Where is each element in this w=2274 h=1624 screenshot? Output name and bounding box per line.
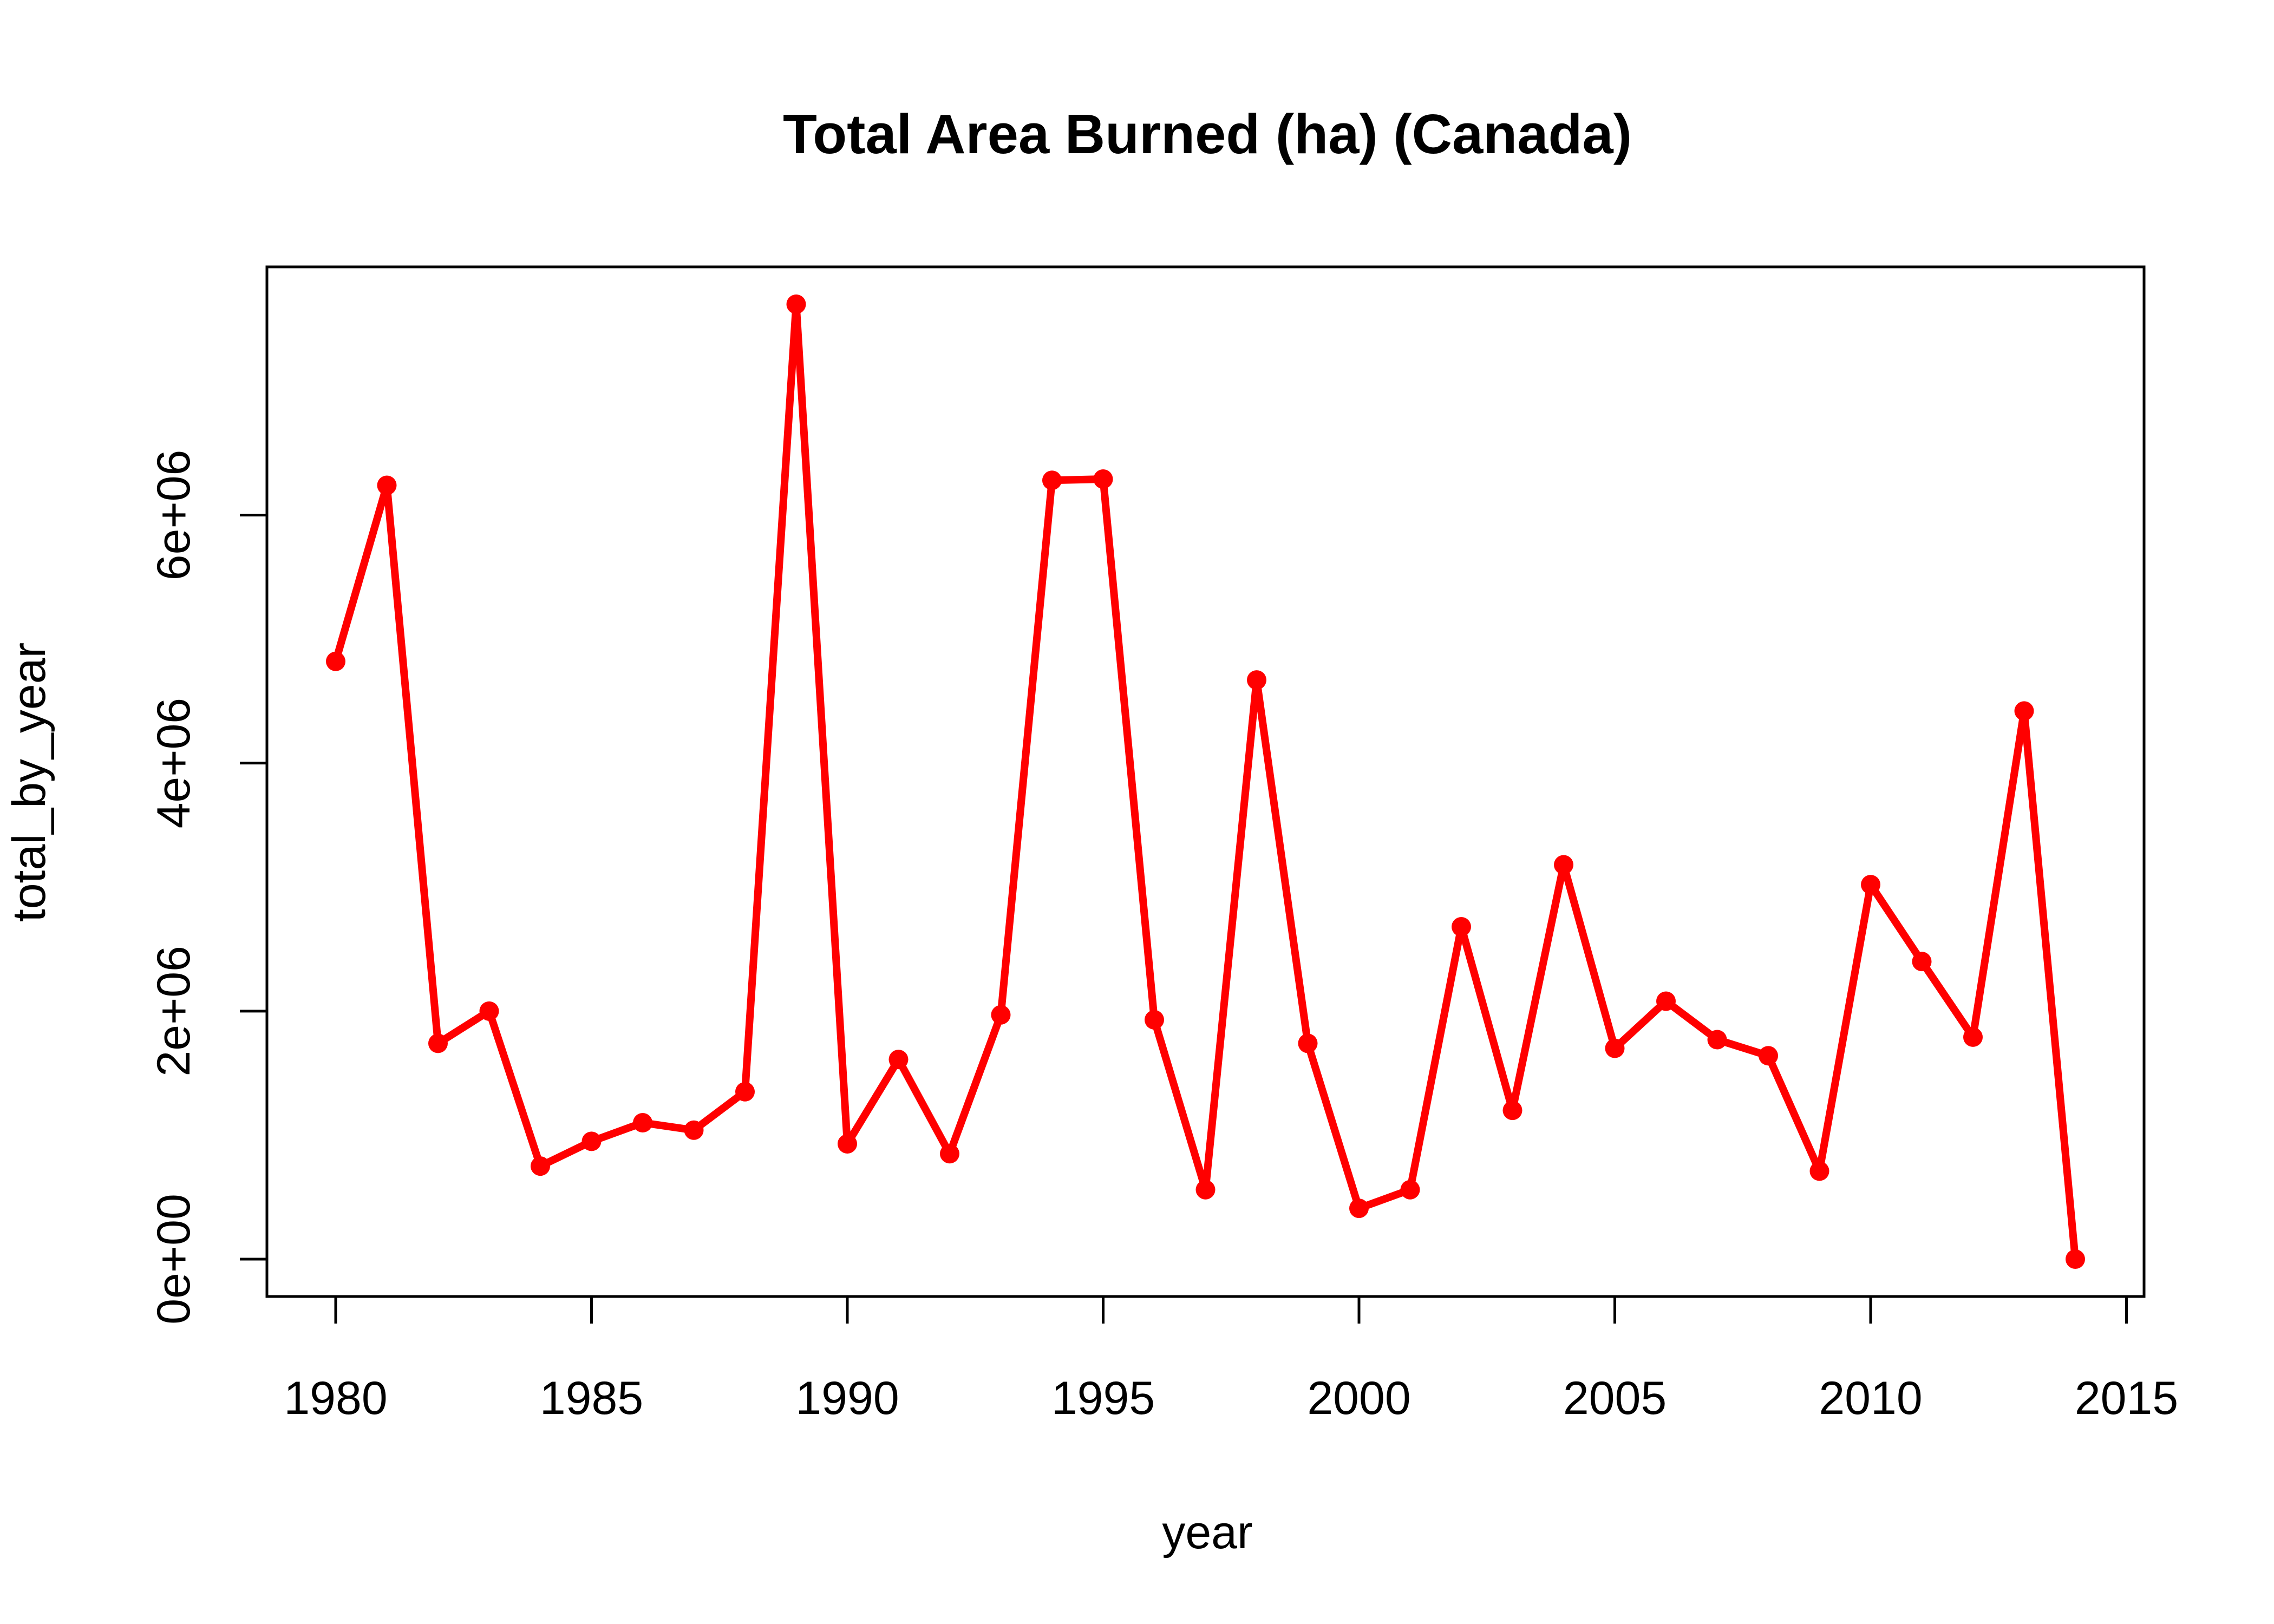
data-point	[735, 1082, 755, 1102]
data-point	[377, 475, 397, 495]
data-point	[888, 1050, 909, 1070]
data-point	[1605, 1038, 1625, 1058]
y-tick-label: 6e+06	[148, 450, 200, 581]
data-point	[1452, 917, 1471, 937]
data-point	[633, 1113, 652, 1132]
x-tick-label: 2010	[1819, 1372, 1922, 1424]
chart-title: Total Area Burned (ha) (Canada)	[783, 103, 1632, 165]
data-point	[1093, 469, 1113, 489]
x-axis: 1980 1985 1990 1995 2000 2005 2010 2015	[284, 1295, 2178, 1424]
x-tick-label: 2000	[1307, 1372, 1410, 1424]
x-axis-label: year	[1162, 1507, 1252, 1558]
data-point	[1349, 1199, 1369, 1219]
x-tick-label: 1990	[795, 1372, 899, 1424]
data-point	[479, 1001, 499, 1021]
x-tick-label: 1985	[540, 1372, 643, 1424]
y-axis: 0e+00 2e+06 4e+06 6e+06	[148, 450, 269, 1325]
y-tick-label: 0e+00	[148, 1194, 200, 1325]
y-tick-label: 4e+06	[148, 698, 200, 829]
data-point	[326, 651, 345, 671]
data-point	[1298, 1033, 1318, 1053]
data-point	[2066, 1249, 2085, 1269]
data-point	[1195, 1180, 1216, 1200]
data-point	[786, 294, 806, 314]
data-point	[991, 1005, 1011, 1025]
data-point	[1759, 1046, 1778, 1066]
data-point	[428, 1033, 448, 1053]
y-axis-label: total_by_year	[3, 643, 55, 922]
data-point	[1963, 1027, 1983, 1047]
data-point	[2014, 701, 2034, 721]
series-group	[326, 294, 2085, 1269]
data-point	[581, 1131, 602, 1151]
data-point	[1400, 1180, 1420, 1200]
data-point	[1912, 952, 1932, 972]
data-point	[1809, 1161, 1829, 1181]
x-tick-label: 1995	[1051, 1372, 1155, 1424]
data-point	[1861, 875, 1880, 895]
data-point	[940, 1144, 959, 1164]
series-line	[332, 300, 2079, 1263]
x-tick-label: 2005	[1563, 1372, 1667, 1424]
data-point	[1247, 670, 1266, 690]
data-point	[1656, 991, 1676, 1011]
data-point	[1707, 1030, 1727, 1050]
plot-frame	[265, 265, 2146, 1298]
data-point	[1042, 470, 1062, 490]
data-point	[531, 1156, 550, 1176]
data-point	[1502, 1101, 1522, 1121]
x-tick-label: 1980	[284, 1372, 387, 1424]
data-point	[838, 1134, 857, 1154]
x-tick-label: 2015	[2075, 1372, 2178, 1424]
data-point	[1145, 1010, 1164, 1030]
y-tick-label: 2e+06	[148, 946, 200, 1077]
data-point	[1554, 855, 1573, 875]
data-point	[684, 1120, 704, 1140]
